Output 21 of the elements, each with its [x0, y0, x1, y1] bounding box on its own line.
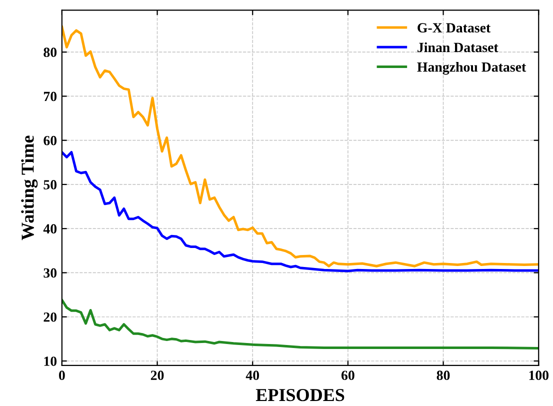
line-series: [62, 298, 539, 350]
x-tick-label: 60: [341, 370, 354, 380]
y-axis-title: Waiting Time: [21, 136, 38, 240]
x-tick-label: 20: [150, 370, 164, 380]
legend-label: G-X Dataset: [418, 23, 491, 33]
y-tick-label: 60: [44, 136, 57, 146]
x-tick-label: 80: [436, 370, 450, 380]
y-tick-label: 40: [43, 224, 57, 234]
y-tick-label: 20: [44, 312, 57, 322]
x-axis-title: EPISODES: [256, 388, 344, 402]
y-tick-label: 80: [44, 48, 57, 58]
x-tick-label: 0: [58, 370, 65, 380]
line-series: [62, 151, 539, 272]
y-tick-label: 50: [44, 180, 57, 190]
x-tick-label: 40: [246, 370, 260, 380]
x-tick-label: 100: [529, 370, 549, 380]
y-tick-label: 30: [44, 268, 57, 278]
legend-label: Jinan Dataset: [418, 42, 498, 52]
y-tick-label: 10: [44, 356, 57, 366]
legend-label: Hangzhou Dataset: [417, 62, 526, 75]
y-tick-label: 70: [44, 92, 57, 102]
